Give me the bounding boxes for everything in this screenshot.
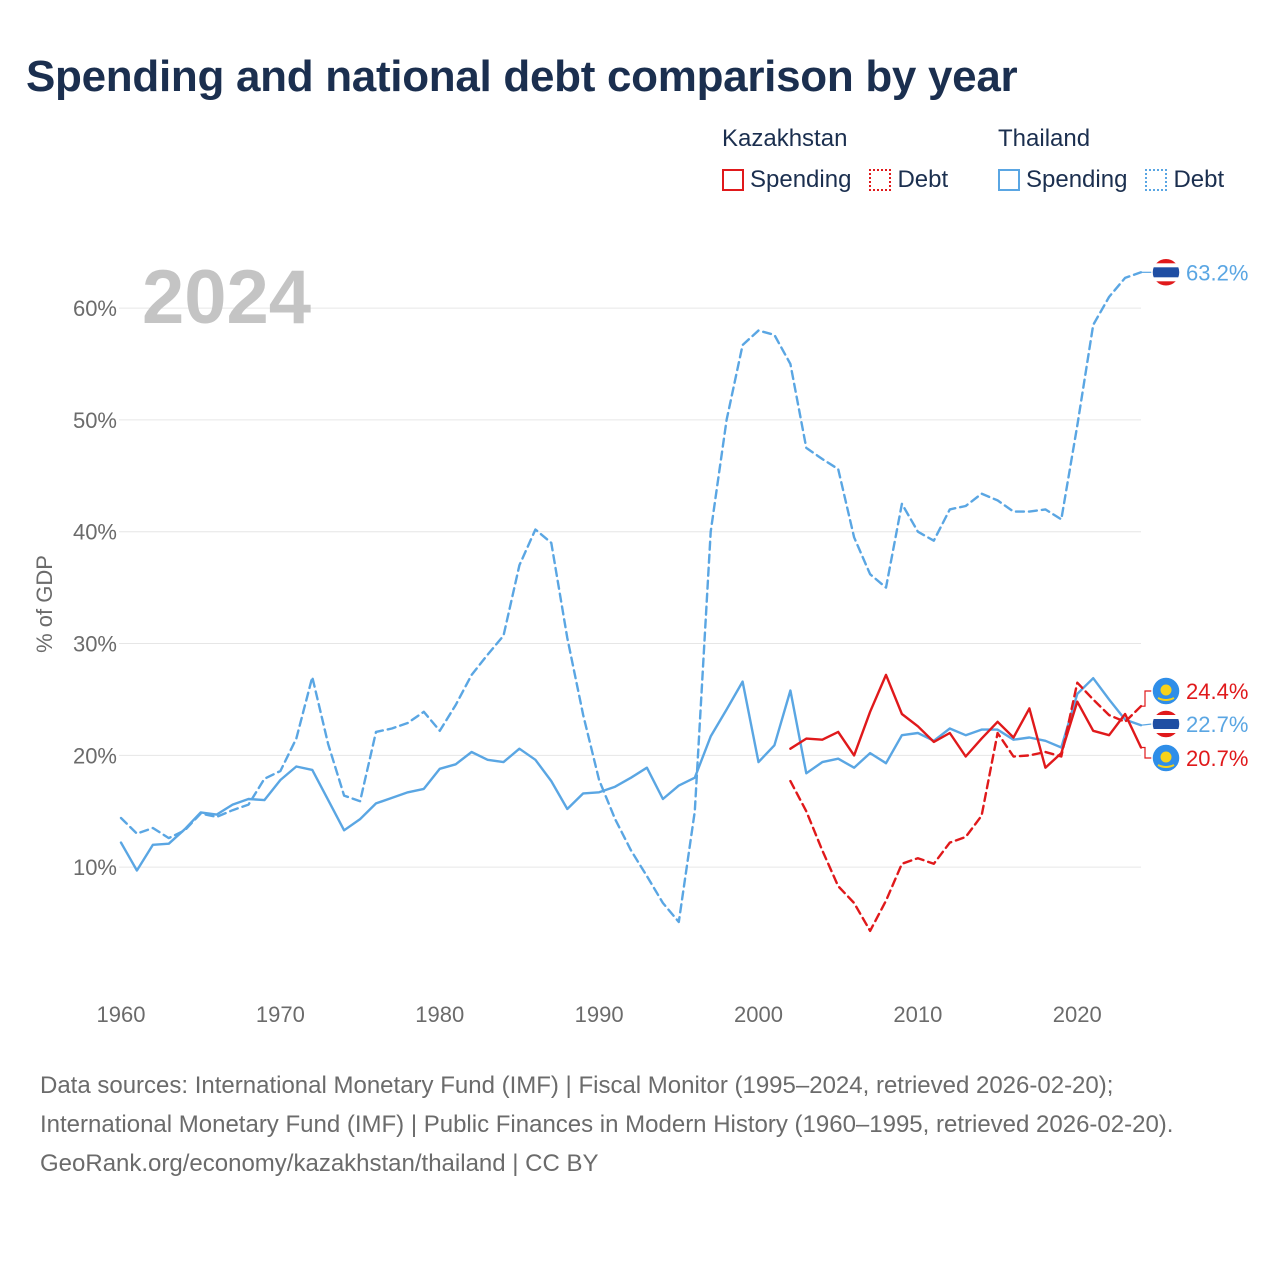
data-sources: Data sources: International Monetary Fun… <box>40 1072 1174 1138</box>
legend-swatch-kazakhstan-spending <box>722 169 744 191</box>
label-connector <box>1141 690 1152 707</box>
legend-thailand-debt-label: Debt <box>1173 166 1225 193</box>
end-value-label: 63.2% <box>1186 260 1248 285</box>
end-value-label: 20.7% <box>1186 746 1248 771</box>
line-chart: 2024 10% 20% 30% 40% 50% 60% 1960 1970 1980 1990 2… <box>32 255 1248 1027</box>
y-tick-label: 40% <box>73 520 117 545</box>
year-watermark: 2024 <box>142 255 311 340</box>
end-value-label: 24.4% <box>1186 679 1248 704</box>
legend-kazakhstan-spending[interactable]: Spending <box>722 166 851 194</box>
y-tick-label: 20% <box>73 743 117 768</box>
series-lines <box>119 271 1143 933</box>
footer: Data sources: International Monetary Fun… <box>40 1066 1240 1183</box>
x-tick-label: 1980 <box>415 1002 464 1027</box>
x-tick-label: 2000 <box>734 1002 783 1027</box>
y-tick-label: 30% <box>73 632 117 657</box>
legend-thailand-debt[interactable]: Debt <box>1145 166 1224 194</box>
kazakhstan-flag-icon <box>1151 743 1181 773</box>
label-connector <box>1141 746 1152 759</box>
end-value-label: 22.7% <box>1186 712 1248 737</box>
thailand-flag-icon <box>1151 709 1181 739</box>
series-line-thailand-spending <box>119 677 1143 872</box>
y-tick-label: 50% <box>73 408 117 433</box>
axes: 10% 20% 30% 40% 50% 60% 1960 1970 1980 1990 2000 20… <box>73 296 1102 1027</box>
kazakhstan-flag-icon <box>1151 676 1181 706</box>
legend-kazakhstan: Kazakhstan Spending Debt <box>722 124 948 194</box>
y-tick-label: 60% <box>73 296 117 321</box>
credit-link[interactable]: GeoRank.org/economy/kazakhstan/thailand … <box>40 1150 599 1177</box>
legend-swatch-kazakhstan-debt <box>869 169 892 191</box>
end-labels: 63.2% 22.7% 24.4% 20.7% <box>1140 257 1248 773</box>
gridlines <box>119 307 1141 868</box>
thailand-flag-icon <box>1151 257 1181 288</box>
x-tick-label: 2020 <box>1053 1002 1102 1027</box>
series-line-thailand-debt <box>119 271 1143 924</box>
legend-kazakhstan-spending-label: Spending <box>750 166 852 193</box>
x-tick-label: 2010 <box>893 1002 942 1027</box>
y-tick-label: 10% <box>73 855 117 880</box>
series-line-kazakhstan-spending <box>789 673 1143 769</box>
legend-kazakhstan-title: Kazakhstan <box>722 125 848 152</box>
legend-thailand-spending-label: Spending <box>1026 166 1128 193</box>
chart-title: Spending and national debt comparison by… <box>26 52 1018 101</box>
legend-thailand-title: Thailand <box>998 125 1091 152</box>
legend-thailand-spending[interactable]: Spending <box>998 166 1127 194</box>
x-tick-label: 1990 <box>575 1002 624 1027</box>
x-tick-label: 1970 <box>256 1002 305 1027</box>
legend-kazakhstan-debt[interactable]: Debt <box>869 166 948 194</box>
label-connector <box>1140 723 1153 726</box>
legend-swatch-thailand-debt <box>1145 169 1168 191</box>
legend-swatch-thailand-spending <box>998 169 1020 191</box>
legend-thailand: Thailand Spending Debt <box>998 124 1224 194</box>
legend-kazakhstan-debt-label: Debt <box>897 166 949 193</box>
y-axis-label: % of GDP <box>32 555 57 653</box>
series-line-kazakhstan-debt <box>789 681 1143 933</box>
x-tick-label: 1960 <box>97 1002 146 1027</box>
